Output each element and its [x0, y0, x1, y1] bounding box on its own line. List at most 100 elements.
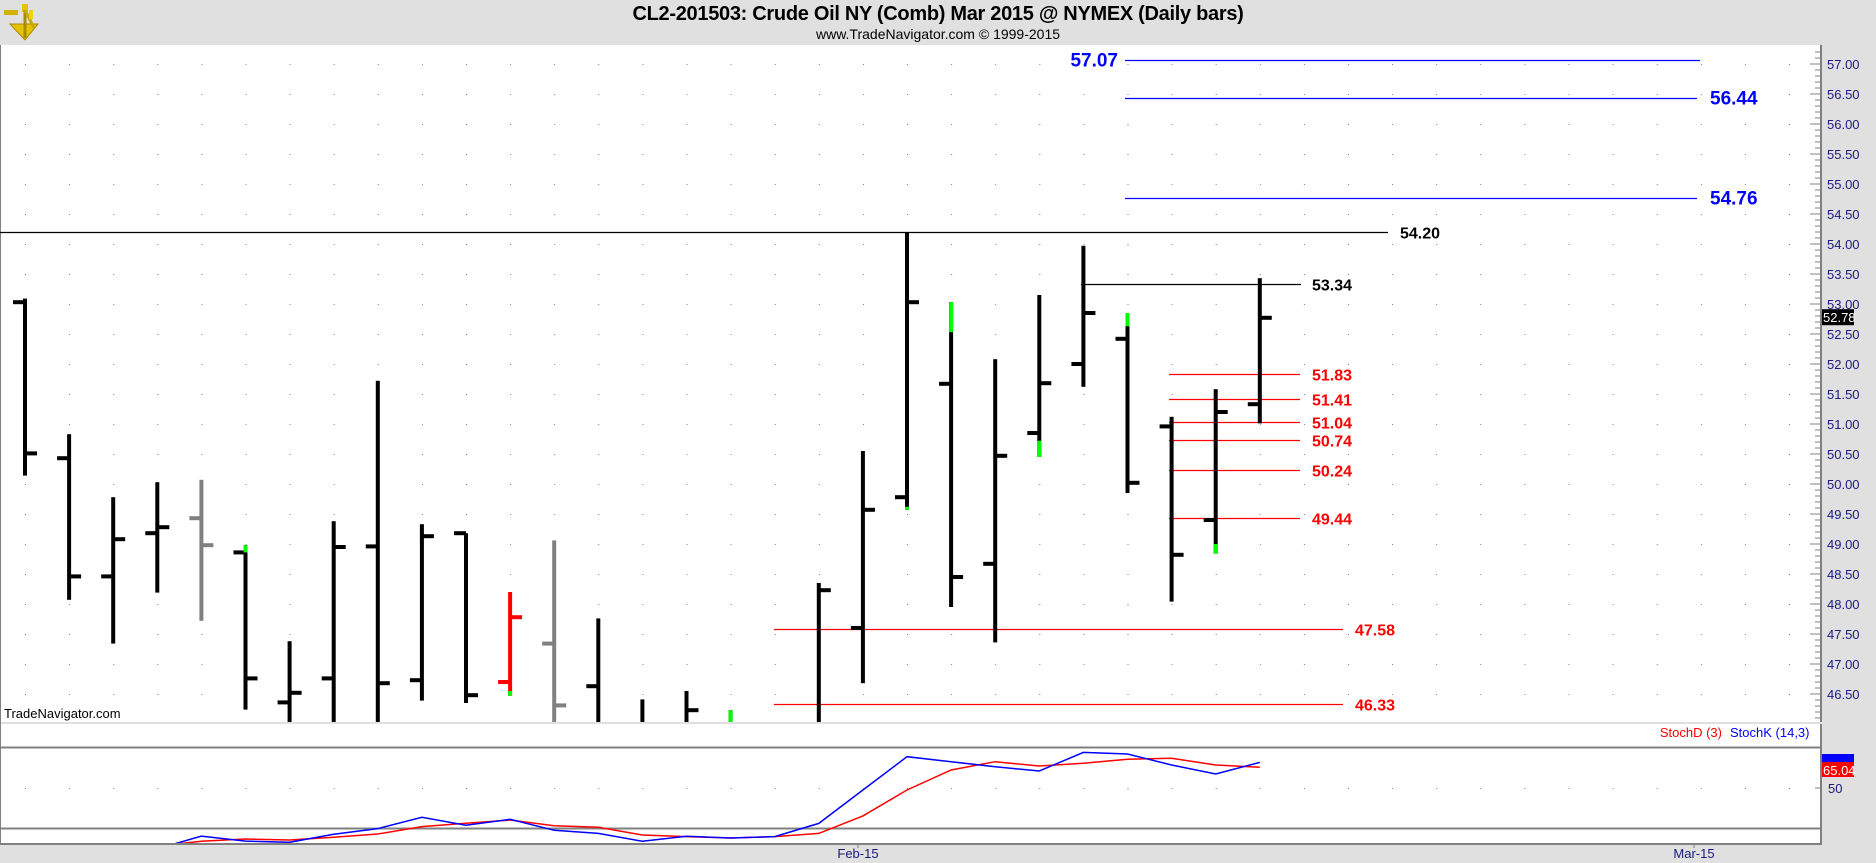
bar-open-tick	[1247, 402, 1260, 407]
grid-dot	[1700, 244, 1702, 245]
level-label: 47.58	[1355, 623, 1395, 640]
grid-dot	[69, 184, 71, 185]
grid-dot	[1303, 274, 1305, 275]
bar-close-tick	[1039, 381, 1052, 386]
grid-dot	[1171, 124, 1173, 125]
grid-dot	[245, 244, 247, 245]
level-label: 51.83	[1312, 368, 1352, 385]
grid-dot	[598, 394, 600, 395]
ohlc-bar	[895, 232, 919, 510]
grid-dot	[995, 274, 997, 275]
bar-range	[155, 482, 160, 593]
ohlc-bar	[365, 380, 390, 722]
ohlc-bar	[189, 479, 214, 621]
watermark: TradeNavigator.com	[4, 706, 121, 721]
grid-dot	[1656, 394, 1658, 395]
bar-close-tick	[333, 545, 346, 549]
grid-dot	[333, 274, 335, 275]
grid-dot	[289, 154, 291, 155]
level-label: 57.07	[1070, 51, 1118, 72]
grid-dot	[818, 304, 820, 305]
grid-dot	[1744, 788, 1746, 789]
grid-dot	[818, 424, 820, 425]
grid-dot	[818, 514, 820, 515]
grid-dot	[774, 788, 776, 789]
stoch-k-line	[174, 751, 1260, 843]
grid-dot	[995, 788, 997, 789]
grid-dot	[1171, 634, 1173, 635]
grid-dot	[1612, 304, 1614, 305]
grid-dot	[1480, 64, 1482, 65]
bar-close-tick	[113, 537, 126, 542]
grid-dot	[1348, 304, 1349, 305]
grid-dot	[1789, 484, 1790, 485]
ohlc-bar	[850, 451, 875, 684]
grid-dot	[907, 604, 908, 605]
grid-dot	[510, 394, 512, 395]
grid-dot	[730, 634, 732, 635]
grid-dot	[245, 214, 247, 215]
grid-dot	[642, 394, 644, 395]
grid-dot	[774, 184, 776, 185]
grid-dot	[201, 394, 203, 395]
grid-dot	[1171, 604, 1173, 605]
grid-dot	[730, 394, 732, 395]
grid-dot	[995, 214, 997, 215]
grid-dot	[1171, 184, 1173, 185]
grid-dot	[598, 334, 600, 335]
grid-dot	[157, 64, 159, 65]
grid-dot	[510, 184, 512, 185]
grid-dot	[1259, 424, 1261, 425]
grid-dot	[157, 424, 159, 425]
grid-dot	[1171, 214, 1173, 215]
grid-dot	[730, 304, 732, 305]
bar-close-tick	[201, 543, 214, 548]
grid-dot	[69, 304, 71, 305]
grid-dot	[995, 334, 997, 335]
grid-dot	[862, 94, 864, 95]
grid-dot	[1303, 664, 1305, 665]
grid-dot	[1700, 94, 1702, 95]
grid-dot	[995, 124, 997, 125]
grid-dot	[1348, 604, 1349, 605]
grid-dot	[1215, 64, 1217, 65]
grid-dot	[25, 124, 26, 125]
grid-dot	[201, 304, 203, 305]
grid-dot	[466, 214, 467, 215]
last-price-label: 52.78	[1823, 310, 1856, 325]
grid-dot	[1524, 184, 1526, 185]
grid-dot	[1039, 94, 1041, 95]
grid-dot	[554, 214, 556, 215]
grid-dot	[1700, 154, 1702, 155]
grid-dot	[245, 184, 247, 185]
grid-dot	[1039, 154, 1041, 155]
grid-dot	[245, 514, 247, 515]
bar-range	[67, 434, 72, 600]
grid-dot	[554, 514, 556, 515]
grid-dot	[951, 184, 953, 185]
grid-dot	[862, 124, 864, 125]
grid-dot	[510, 94, 512, 95]
grid-dot	[995, 664, 997, 665]
grid-dot	[201, 424, 203, 425]
grid-dot	[1436, 454, 1438, 455]
grid-dot	[774, 604, 776, 605]
grid-dot	[113, 664, 115, 665]
bar-open-tick	[233, 550, 246, 555]
grid-dot	[907, 514, 908, 515]
grid-dot	[69, 244, 71, 245]
grid-dot	[598, 788, 600, 789]
grid-dot	[995, 304, 997, 305]
grid-dot	[1392, 604, 1394, 605]
grid-dot	[1524, 274, 1526, 275]
grid-dot	[1303, 214, 1305, 215]
grid-dot	[466, 94, 467, 95]
grid-dot	[25, 64, 26, 65]
bar-close-tick	[377, 681, 390, 686]
grid-dot	[598, 364, 600, 365]
ohlc-bar	[542, 540, 567, 722]
grid-dot	[642, 184, 644, 185]
chart-subtitle: www.TradeNavigator.com © 1999-2015	[815, 26, 1061, 42]
bar-range	[287, 641, 292, 722]
grid-dot	[642, 274, 644, 275]
